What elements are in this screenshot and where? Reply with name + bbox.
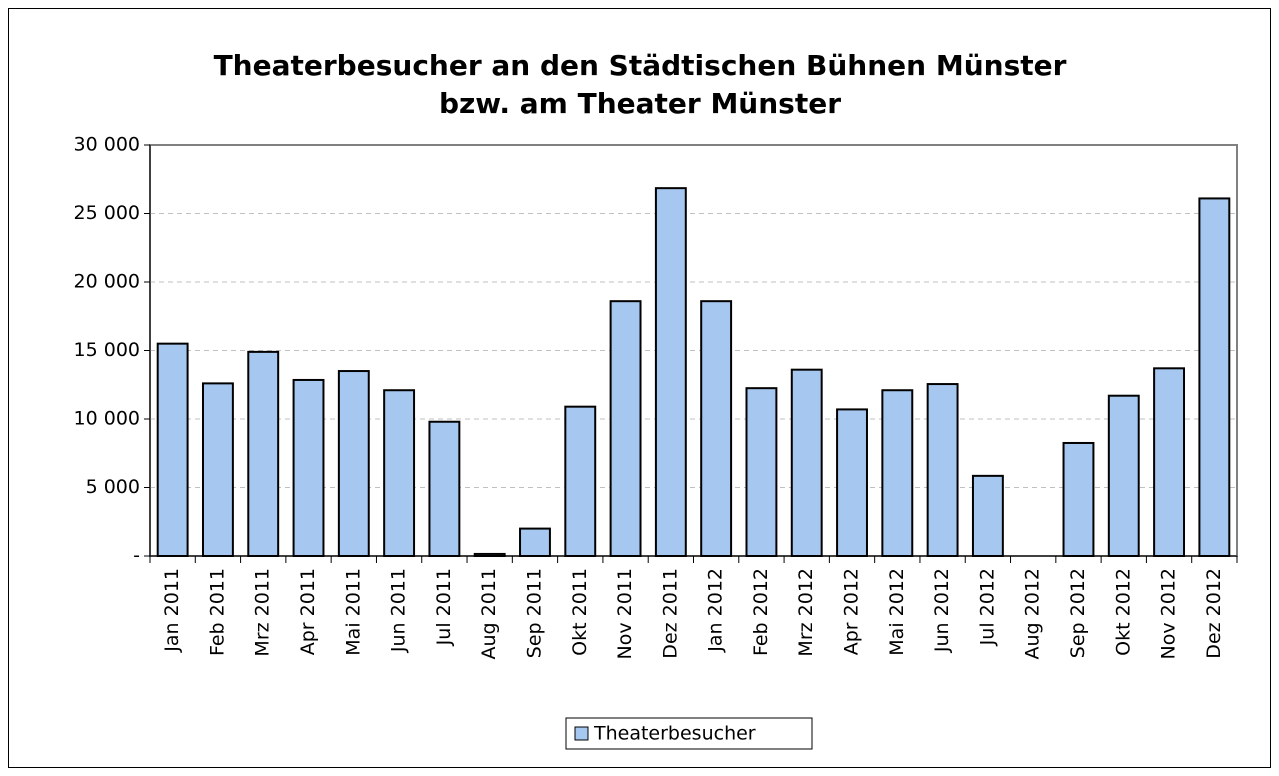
chart-title: Theaterbesucher an den Städtischen Bühne… (214, 49, 1067, 82)
bar (428, 420, 461, 557)
bar (156, 342, 189, 557)
y-tick-label: 10 000 (74, 408, 140, 430)
x-tick-label: Dez 2011 (659, 568, 681, 659)
bar (609, 300, 642, 557)
x-tick-label: Jun 2011 (388, 568, 410, 653)
bar (1198, 197, 1231, 557)
x-tick-label: Apr 2011 (297, 568, 319, 655)
legend-box (565, 717, 813, 750)
bar (292, 378, 325, 557)
y-tick-label: 5 000 (86, 476, 140, 498)
bar (1107, 394, 1140, 557)
bar (971, 474, 1004, 558)
x-tick-label: Aug 2012 (1022, 568, 1044, 660)
y-tick-label: 20 000 (74, 271, 140, 293)
x-tick-label: Jun 2012 (931, 568, 953, 653)
x-tick-label: Sep 2011 (523, 568, 545, 658)
x-tick-label: Jan 2012 (705, 568, 727, 653)
x-tick-label: Sep 2012 (1067, 568, 1089, 658)
legend-label: Theaterbesucher (593, 723, 756, 745)
bar (836, 408, 868, 557)
bar (564, 405, 597, 558)
x-tick-label: Jan 2011 (161, 568, 183, 653)
bar (700, 300, 733, 557)
bar (201, 382, 234, 557)
x-tick-label: Jul 2012 (976, 568, 998, 646)
y-tick-label: 30 000 (74, 134, 140, 156)
bar (519, 527, 551, 557)
bar (383, 389, 416, 558)
x-tick-label: Feb 2012 (750, 568, 772, 656)
bar (247, 350, 280, 557)
bar (926, 383, 959, 557)
x-tick-label: Aug 2011 (478, 568, 500, 660)
x-tick-label: Nov 2012 (1158, 568, 1180, 659)
x-tick-label: Nov 2011 (614, 568, 636, 659)
legend-swatch (574, 726, 589, 741)
bar (790, 368, 823, 557)
x-tick-label: Mai 2012 (886, 568, 908, 656)
bar (745, 387, 778, 557)
bar (1062, 441, 1095, 558)
bar (473, 552, 506, 558)
x-tick-label: Okt 2012 (1112, 568, 1134, 656)
chart-title: bzw. am Theater Münster (439, 87, 841, 120)
x-tick-label: Mai 2011 (342, 568, 364, 656)
x-tick-label: Mrz 2012 (795, 568, 817, 657)
x-tick-label: Okt 2011 (569, 568, 591, 656)
bar (337, 370, 370, 557)
x-tick-label: Apr 2012 (841, 568, 863, 655)
bar (1153, 367, 1186, 557)
x-tick-label: Jul 2011 (433, 568, 455, 646)
bar (881, 389, 914, 558)
y-tick-label: 15 000 (74, 339, 140, 361)
y-tick-label: - (133, 545, 140, 567)
y-tick-label: 25 000 (74, 202, 140, 224)
x-tick-label: Feb 2011 (206, 568, 228, 656)
bar (654, 187, 687, 557)
x-tick-label: Mrz 2011 (252, 568, 274, 657)
x-tick-label: Dez 2012 (1203, 568, 1225, 659)
